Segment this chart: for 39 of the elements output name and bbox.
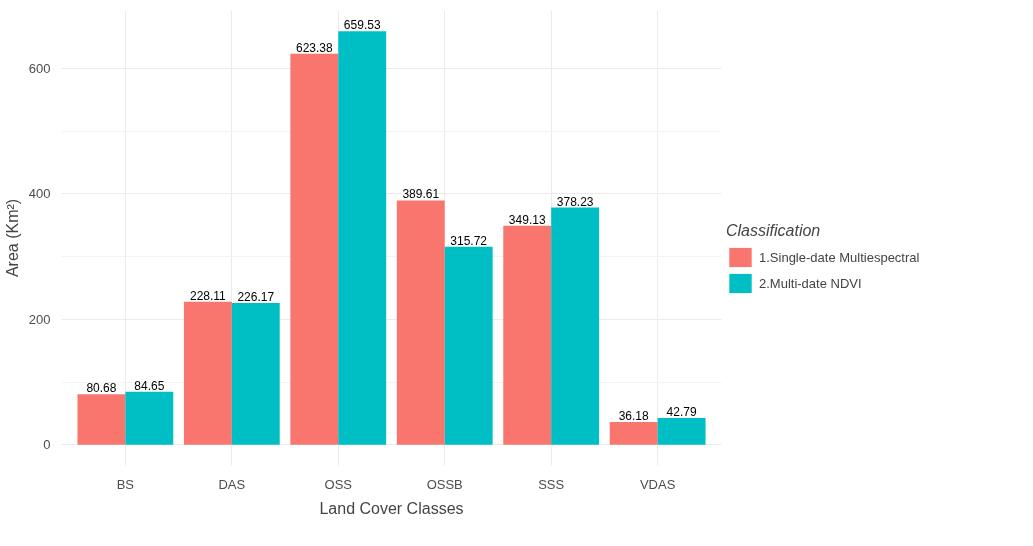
bar [503,225,552,445]
x-tick-label: VDAS [639,476,676,492]
x-tick-label: OSS [324,476,353,492]
bar [231,302,280,445]
y-tick-label: 200 [28,311,51,327]
bar [77,394,126,445]
legend-label: 1.Single-date Multiespectral [759,249,920,265]
data-label: 315.72 [450,233,488,248]
bar [396,200,445,445]
y-tick-label: 600 [28,61,51,77]
legend-label: 2.Multi-date NDVI [759,275,862,291]
x-tick-label: DAS [218,476,246,492]
bar [183,301,232,445]
bar [290,53,339,445]
data-label: 378.23 [556,194,594,209]
data-label: 84.65 [134,378,165,393]
bar [551,207,600,445]
data-label: 42.79 [666,404,697,419]
y-axis-title: Area (Km²) [3,198,21,278]
bar [338,31,387,445]
y-tick-label: 400 [28,186,51,202]
x-tick-label: BS [116,476,135,492]
data-label: 36.18 [618,409,650,424]
data-label: 623.38 [295,40,333,55]
data-label: 389.61 [402,187,440,202]
data-label: 80.68 [86,381,117,396]
bar [609,422,658,445]
bar [444,246,493,445]
bar [657,417,706,445]
data-label: 659.53 [343,18,381,33]
data-label: 226.17 [237,289,275,304]
data-label: 349.13 [508,212,546,227]
data-label: 228.11 [189,288,227,303]
legend-title: Classification [726,222,822,240]
y-tick-label: 0 [43,437,51,453]
bar [125,391,174,445]
x-tick-label: OSSB [426,476,463,492]
x-axis-title: Land Cover Classes [319,499,464,517]
x-tick-label: SSS [538,476,565,492]
